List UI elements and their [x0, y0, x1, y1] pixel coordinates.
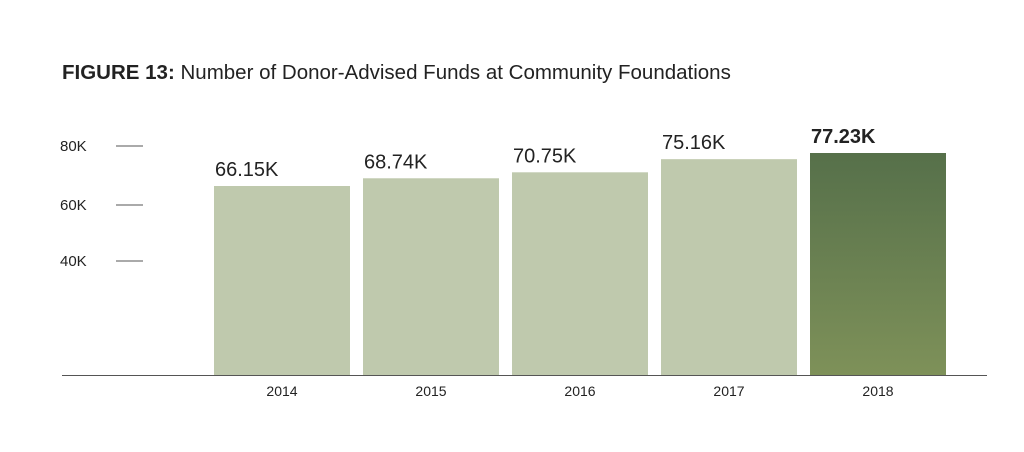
bars [214, 153, 946, 375]
y-tick-label: 60K [60, 197, 87, 214]
value-label-2018: 77.23K [811, 126, 876, 148]
bar-2015 [363, 178, 499, 375]
value-labels: 66.15K 68.74K 70.75K 75.16K 77.23K [215, 126, 876, 181]
bar-2018 [810, 153, 946, 375]
y-tick-label: 80K [60, 138, 87, 155]
x-tick-label: 2014 [266, 383, 297, 399]
value-label-2014: 66.15K [215, 159, 279, 181]
x-tick-label: 2016 [564, 383, 595, 399]
x-tick-label: 2015 [415, 383, 446, 399]
y-tick-label: 40K [60, 253, 87, 270]
x-tick-label: 2017 [713, 383, 744, 399]
figure-title-text: Number of Donor-Advised Funds at Communi… [180, 61, 731, 84]
figure-label: FIGURE 13: [62, 61, 175, 84]
value-label-2017: 75.16K [662, 132, 726, 154]
y-axis: 80K 60K 40K [60, 138, 143, 270]
bar-2016 [512, 172, 648, 375]
bar-2014 [214, 186, 350, 375]
x-tick-label: 2018 [862, 383, 893, 399]
chart-title: FIGURE 13: Number of Donor-Advised Funds… [62, 61, 731, 85]
bar-2017 [661, 159, 797, 375]
value-label-2015: 68.74K [364, 151, 428, 173]
value-label-2016: 70.75K [513, 145, 577, 167]
x-axis: 2014 2015 2016 2017 2018 [62, 375, 987, 399]
